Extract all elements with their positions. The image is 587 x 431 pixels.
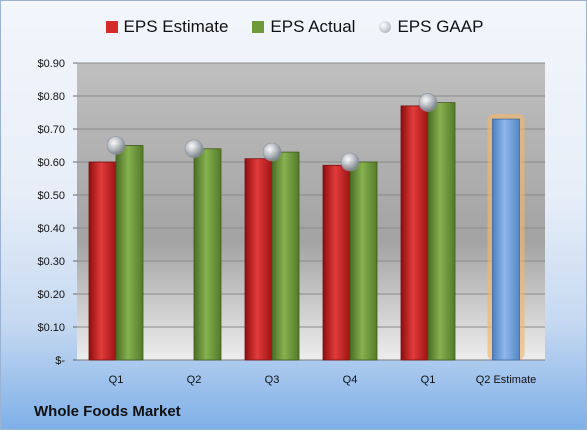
legend-swatch-estimate	[105, 21, 118, 33]
y-tick-label: $0.60	[37, 157, 65, 169]
bar-actual	[349, 161, 378, 361]
legend-label-actual: EPS Actual	[270, 17, 356, 36]
x-tick-label: Q1	[109, 374, 124, 386]
gaap-point	[262, 142, 282, 162]
y-tick-label: $0.70	[37, 124, 65, 136]
plot-area	[77, 63, 545, 360]
x-tick-label: Q4	[343, 374, 358, 386]
legend-item-actual: EPS Actual	[252, 17, 355, 37]
y-tick-label: $0.10	[37, 322, 65, 334]
y-tick-label: $0.30	[37, 256, 65, 268]
bar-actual	[427, 102, 456, 361]
bar-estimate	[322, 164, 351, 361]
bar-actual	[115, 145, 144, 361]
x-tick-label: Q2	[187, 374, 202, 386]
legend: EPS Estimate EPS Actual EPS GAAP	[1, 17, 587, 37]
bar-estimate-forecast	[492, 118, 520, 361]
bar-actual	[271, 151, 300, 361]
legend-swatch-gaap	[379, 21, 392, 33]
y-tick-label: $0.20	[37, 289, 65, 301]
x-tick-label: Q1	[421, 374, 436, 386]
bar-actual	[193, 148, 222, 361]
bar-estimate	[400, 105, 429, 361]
legend-item-estimate: EPS Estimate	[105, 17, 229, 37]
gaap-point	[340, 152, 360, 172]
y-tick-label: $-	[55, 355, 65, 367]
y-tick-label: $0.80	[37, 91, 65, 103]
y-tick-label: $0.50	[37, 190, 65, 202]
gaap-point	[106, 136, 126, 155]
y-tick-label: $0.40	[37, 223, 65, 235]
y-tick-label: $0.90	[37, 58, 65, 70]
bar-estimate	[88, 161, 117, 361]
bar-estimate	[244, 158, 273, 361]
x-tick-label: Q2 Estimate	[476, 374, 537, 386]
legend-swatch-actual	[252, 21, 265, 33]
gaap-point	[184, 139, 204, 159]
x-tick-label: Q3	[265, 374, 280, 386]
legend-label-gaap: EPS GAAP	[397, 17, 484, 36]
legend-item-gaap: EPS GAAP	[379, 17, 483, 37]
company-name: Whole Foods Market	[34, 403, 181, 420]
legend-label-estimate: EPS Estimate	[123, 17, 229, 36]
gaap-point	[418, 93, 438, 112]
